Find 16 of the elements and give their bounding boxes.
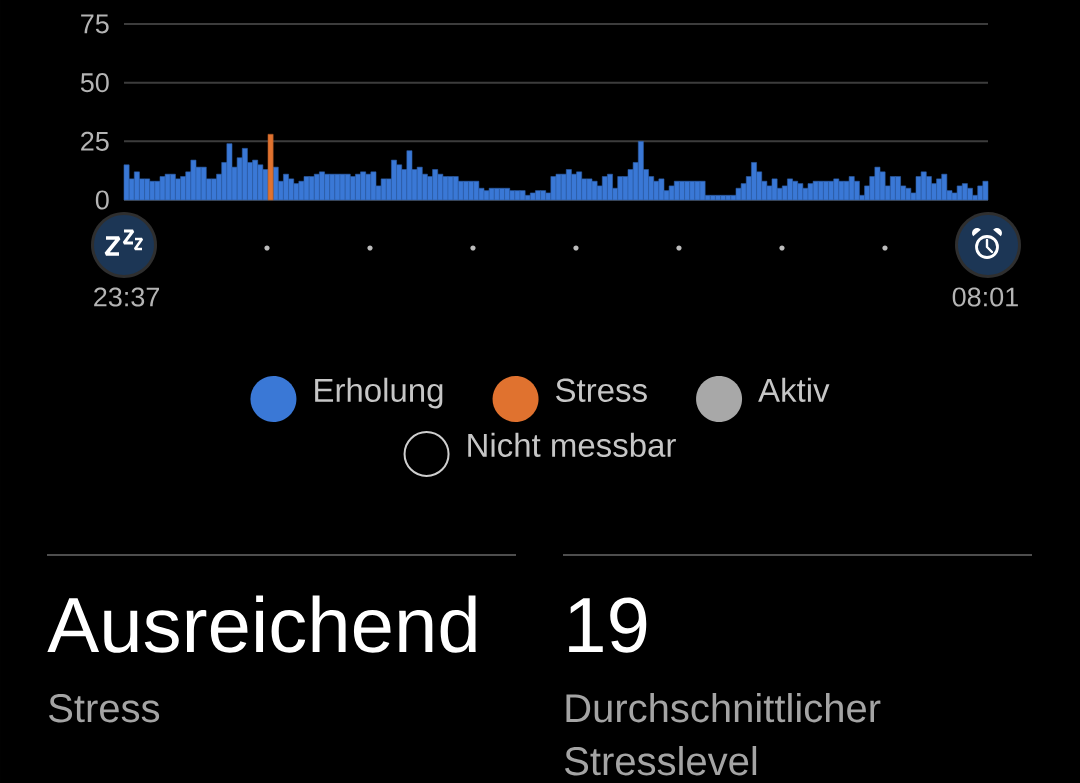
legend-label: Erholung (315, 377, 443, 409)
bar (267, 133, 274, 201)
y-tick-label: 50 (80, 73, 109, 93)
text: Stress (49, 694, 160, 723)
y-tick-label: 75 (81, 14, 109, 34)
legend-label: Nicht messbar (468, 432, 676, 457)
text: Durchschnittlicher Stresslevel (565, 693, 881, 776)
legend-label: Stress (556, 378, 647, 402)
y-tick-label: 25 (81, 131, 109, 151)
y-tick-label: 0 (95, 190, 109, 210)
text: 19 (569, 597, 647, 653)
x-tick-label: 23:37 (94, 287, 159, 307)
x-tick-label: 08:01 (952, 287, 1018, 307)
legend-label: Aktiv (758, 377, 830, 402)
text: Ausreichend (47, 595, 476, 653)
bar (123, 164, 130, 201)
